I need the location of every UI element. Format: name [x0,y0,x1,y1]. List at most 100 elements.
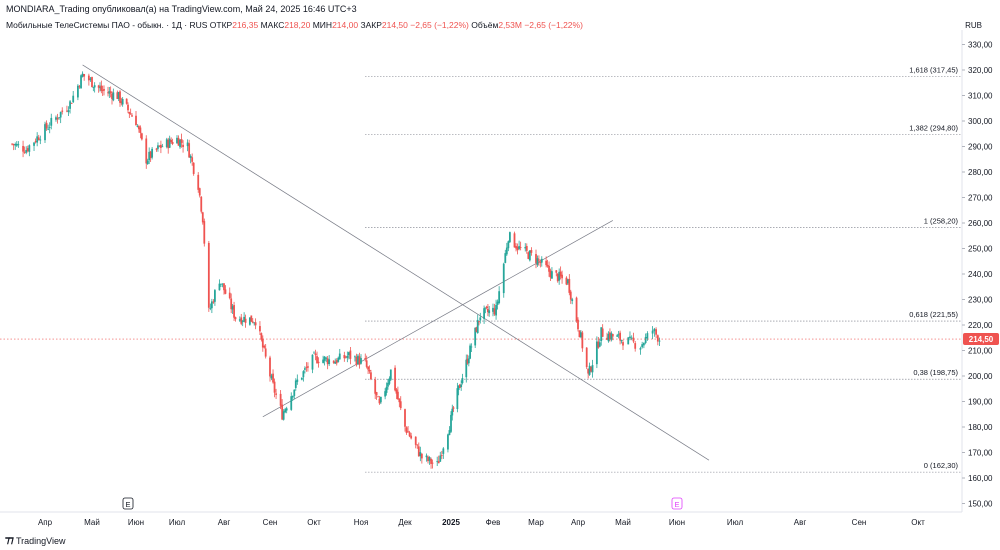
candle-body [212,301,215,303]
candle-body [139,127,142,133]
y-tick-label: 200,00 [968,372,993,381]
earnings-event-icon [671,497,683,510]
candle-body [461,378,464,384]
candle-body [77,85,79,98]
candle-body [577,319,579,330]
candle-body [311,354,314,370]
volume-value: 2,53M [498,20,522,30]
candle-body [527,252,530,259]
candle-body [91,77,93,88]
candle-body [180,139,183,143]
candle-body [149,151,152,158]
candle-body [307,366,309,368]
candle-body [97,85,100,88]
y-tick-label: 320,00 [968,66,993,75]
candle-body [81,73,84,77]
candle-body [568,278,571,293]
candle-body [72,95,75,103]
candle-body [632,337,635,342]
candle-body [270,375,273,379]
candle-body [177,137,180,146]
candle-body [344,356,347,358]
candle-body [379,396,382,403]
candle-body [241,321,244,323]
volume-change: −2,65 (−1,22%) [524,20,583,30]
candle-body [131,115,133,117]
candle-body [487,308,489,313]
fib-level-label: 1,382 (294,80) [909,123,958,132]
candle-body [598,342,601,347]
candle-body [414,436,417,445]
candle-body [428,457,431,461]
y-tick-label: 290,00 [968,143,993,152]
candle-body [375,392,378,396]
candle-body [201,212,204,223]
candle-body [254,322,257,326]
earnings-event-label: E [125,500,130,509]
candle-body [322,359,324,363]
candle-body [465,359,468,378]
candle-body [410,435,413,439]
y-tick-label: 180,00 [968,423,993,432]
candle-body [653,328,656,332]
fib-level-label: 0,38 (198,75) [913,368,958,377]
candle-body [525,246,528,251]
candle-body [155,148,158,150]
candle-body [80,75,82,89]
candle-body [148,151,151,161]
candle-body [264,348,267,357]
candle-body [459,384,461,389]
candle-body [431,462,434,464]
candle-body [67,110,70,113]
candle-body [284,409,287,413]
candle-body [508,232,511,243]
x-tick-label: Июн [128,518,144,527]
candle-body [388,378,391,384]
candle-body [317,361,320,364]
candle-body [165,139,168,147]
candle-body [36,136,39,143]
candle-body [437,461,440,464]
candle-body [116,92,119,99]
volume-label: Объём [471,20,499,30]
candle-body [346,356,349,358]
close-value: 214,50 [381,20,408,30]
candle-body [374,379,377,394]
currency-label: RUB [965,21,982,30]
candle-body [99,87,101,89]
y-axis: 150,00 160,00 170,00 180,00 190,00 200,00 210,… [962,41,993,509]
candle-body [328,359,331,365]
change-value: −2,65 (−1,22%) [410,20,469,30]
candle-body [244,318,247,323]
candle-body [55,117,57,120]
last-price-marker: 214,50 [0,333,999,346]
candle-body [170,140,173,143]
candle-body [303,368,306,370]
candle-body [291,395,294,398]
candle-body [343,355,346,359]
candle-body [389,369,392,380]
candle-body [83,74,86,77]
candle-body [504,253,507,263]
candle-body [644,336,647,343]
candle-body [646,333,649,339]
candle-body [611,334,614,337]
fib-level-label: 0 (162,30) [924,461,959,470]
candle-body [354,356,356,358]
candle-body [128,112,131,114]
low-label: МИН [312,20,333,30]
fib-level-label: 1,618 (317,45) [909,66,958,75]
candle-body [492,307,494,312]
x-tick-label: Май [615,518,631,527]
candle-body [33,142,35,146]
trendlines [82,64,710,461]
candle-body [189,155,192,158]
candle-body [218,283,221,291]
fib-level-label: 1 (258,20) [924,217,959,226]
candle-body [103,88,105,91]
candle-body [305,367,308,369]
candle-body [368,369,371,372]
x-tick-label: Сен [263,518,278,527]
candle-body [555,270,558,273]
